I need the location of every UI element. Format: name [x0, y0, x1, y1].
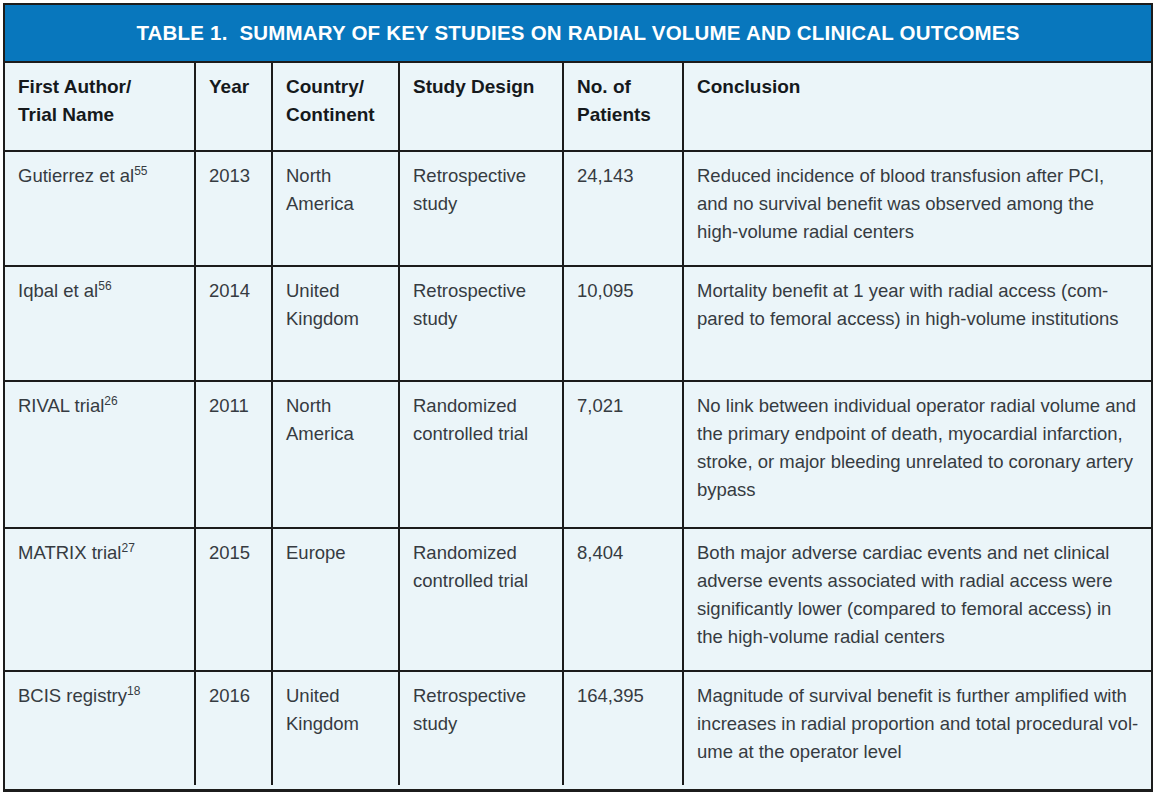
table-row: MATRIX trial27 2015 Europe Randomized co…	[5, 528, 1151, 671]
col-header-author: First Author/ Trial Name	[5, 63, 195, 151]
cell-country: Europe	[272, 528, 399, 671]
studies-table: First Author/ Trial Name Year Country/ C…	[5, 63, 1151, 785]
col-header-year-line1: Year	[209, 73, 259, 101]
col-header-patients: No. of Patients	[563, 63, 683, 151]
page: TABLE 1. SUMMARY OF KEY STUDIES ON RADIA…	[0, 0, 1156, 796]
cell-patients: 7,021	[563, 381, 683, 528]
author-name: RIVAL trial	[18, 395, 104, 416]
cell-author: BCIS registry18	[5, 671, 195, 785]
table-title-banner: TABLE 1. SUMMARY OF KEY STUDIES ON RADIA…	[5, 5, 1151, 63]
col-header-author-line2: Trial Name	[18, 101, 182, 129]
cell-year: 2013	[195, 151, 272, 266]
cell-country: United Kingdom	[272, 671, 399, 785]
cell-patients: 24,143	[563, 151, 683, 266]
cell-patients: 8,404	[563, 528, 683, 671]
table-row: RIVAL trial26 2011 North America Randomi…	[5, 381, 1151, 528]
cell-conclusion: No link between individual operator radi…	[683, 381, 1151, 528]
cell-author: Gutierrez et al55	[5, 151, 195, 266]
cell-year: 2011	[195, 381, 272, 528]
author-name: MATRIX trial	[18, 542, 121, 563]
citation-superscript: 26	[104, 394, 117, 408]
col-header-year: Year	[195, 63, 272, 151]
cell-author: MATRIX trial27	[5, 528, 195, 671]
col-header-design: Study Design	[399, 63, 563, 151]
header-row: First Author/ Trial Name Year Country/ C…	[5, 63, 1151, 151]
cell-design: Retrospective study	[399, 671, 563, 785]
cell-country: North America	[272, 381, 399, 528]
cell-author: Iqbal et al56	[5, 266, 195, 381]
cell-year: 2015	[195, 528, 272, 671]
cell-conclusion: Both major adverse cardiac events and ne…	[683, 528, 1151, 671]
citation-superscript: 27	[121, 541, 134, 555]
col-header-country: Country/ Continent	[272, 63, 399, 151]
cell-conclusion: Reduced incidence of blood transfusion a…	[683, 151, 1151, 266]
cell-patients: 10,095	[563, 266, 683, 381]
cell-conclusion: Magnitude of survival benefit is further…	[683, 671, 1151, 785]
cell-conclusion: Mortality benefit at 1 year with radial …	[683, 266, 1151, 381]
cell-design: Randomized controlled trial	[399, 528, 563, 671]
col-header-country-line1: Country/	[286, 73, 386, 101]
author-name: Iqbal et al	[18, 280, 98, 301]
table-row: BCIS registry18 2016 United Kingdom Retr…	[5, 671, 1151, 785]
cell-patients: 164,395	[563, 671, 683, 785]
col-header-patients-line2: Patients	[577, 101, 670, 129]
cell-year: 2016	[195, 671, 272, 785]
citation-superscript: 55	[134, 164, 147, 178]
cell-country: United Kingdom	[272, 266, 399, 381]
table-header: First Author/ Trial Name Year Country/ C…	[5, 63, 1151, 151]
col-header-patients-line1: No. of	[577, 73, 670, 101]
col-header-author-line1: First Author/	[18, 73, 182, 101]
table-title: TABLE 1. SUMMARY OF KEY STUDIES ON RADIA…	[136, 21, 1019, 45]
cell-design: Retrospective study	[399, 266, 563, 381]
cell-author: RIVAL trial26	[5, 381, 195, 528]
table-row: Iqbal et al56 2014 United Kingdom Retros…	[5, 266, 1151, 381]
author-name: BCIS registry	[18, 685, 127, 706]
table-body: Gutierrez et al55 2013 North America Ret…	[5, 151, 1151, 785]
table-row: Gutierrez et al55 2013 North America Ret…	[5, 151, 1151, 266]
cell-design: Randomized controlled trial	[399, 381, 563, 528]
citation-superscript: 18	[127, 684, 140, 698]
col-header-conclusion-line1: Conclusion	[697, 73, 1139, 101]
study-table-frame: TABLE 1. SUMMARY OF KEY STUDIES ON RADIA…	[3, 3, 1153, 792]
cell-country: North America	[272, 151, 399, 266]
col-header-country-line2: Continent	[286, 101, 386, 129]
cell-year: 2014	[195, 266, 272, 381]
cell-design: Retrospective study	[399, 151, 563, 266]
author-name: Gutierrez et al	[18, 165, 134, 186]
col-header-design-line1: Study Design	[413, 73, 550, 101]
citation-superscript: 56	[98, 279, 111, 293]
col-header-conclusion: Conclusion	[683, 63, 1151, 151]
